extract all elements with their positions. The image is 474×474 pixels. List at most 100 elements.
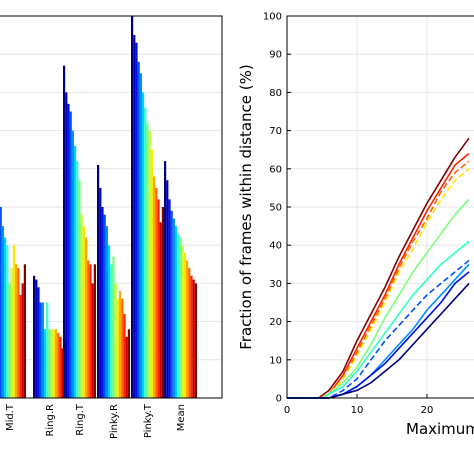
y-tick-label: 80: [269, 88, 282, 99]
bar: [76, 161, 79, 398]
bar: [67, 103, 70, 399]
x-tick-label: Ring.R: [45, 404, 56, 437]
bar: [12, 245, 15, 398]
bar: [164, 161, 167, 398]
bar: [108, 245, 111, 398]
bar: [179, 237, 182, 398]
bar: [8, 283, 11, 398]
bar: [125, 336, 128, 398]
bar: [78, 180, 81, 398]
bar: [133, 35, 136, 398]
bar: [177, 233, 180, 398]
bar: [91, 283, 94, 398]
series-line: [287, 271, 470, 399]
bar: [55, 329, 58, 398]
bar: [93, 264, 96, 398]
y-tick-label: 50: [269, 203, 282, 214]
bar: [101, 207, 104, 398]
bar: [35, 279, 38, 398]
bar-chart-frame: [0, 15, 223, 399]
bar: [142, 92, 145, 399]
bar: [114, 283, 117, 398]
x-tick-label: 10: [351, 405, 364, 416]
bar: [19, 294, 22, 398]
y-tick-label: 70: [269, 126, 282, 137]
bar: [150, 149, 153, 398]
series-line: [287, 137, 470, 399]
bar: [131, 16, 134, 398]
bar: [21, 283, 24, 398]
bar: [175, 226, 178, 398]
x-tick-label: Mid.T: [5, 403, 16, 431]
bar: [127, 329, 130, 398]
bar: [46, 302, 49, 398]
bar: [116, 298, 119, 398]
bar: [89, 264, 92, 398]
line-chart-y-tick-labels: 0 10 20 30 40 50 60 70 80 90 100: [263, 12, 291, 405]
line-chart: 0 10 20 30 40 50 60 70 80 90 100 0 10 20 Fraction of…: [237, 12, 474, 438]
bar: [99, 187, 102, 398]
bar: [23, 264, 26, 398]
series-line: [287, 152, 470, 399]
bar: [183, 252, 186, 398]
bar: [97, 164, 100, 398]
y-tick-label: 0: [276, 394, 282, 405]
bar: [166, 180, 169, 398]
bar: [37, 287, 40, 398]
y-tick-label: 60: [269, 164, 282, 175]
bar: [192, 279, 195, 398]
bar: [57, 333, 60, 398]
y-tick-label: 100: [263, 12, 282, 23]
x-tick-label: Pinky.R: [109, 404, 120, 439]
series-line: [287, 240, 470, 399]
bar: [80, 214, 83, 398]
x-tick-label: 0: [284, 405, 290, 416]
bar: [87, 260, 90, 398]
bar-chart-bars: [0, 16, 197, 399]
bar: [159, 222, 162, 398]
line-chart-series: [287, 137, 470, 399]
bar: [0, 207, 2, 398]
bar: [33, 275, 36, 398]
bar: [50, 329, 53, 398]
bar: [168, 199, 171, 398]
bar: [6, 245, 9, 398]
bar: [112, 256, 115, 398]
bar: [181, 245, 184, 398]
bar: [144, 107, 147, 399]
bar-chart-x-tick-labels: Mid.T Ring.R Ring.T Pinky.R Pinky.T Mean: [5, 403, 187, 439]
series-line: [287, 160, 470, 399]
bar: [1, 226, 4, 398]
bar: [190, 275, 193, 398]
bar: [119, 291, 122, 398]
bar: [48, 329, 51, 398]
bar: [137, 61, 140, 399]
bar: [155, 187, 158, 398]
bar-chart: Mid.T Ring.R Ring.T Pinky.R Pinky.T Mean: [0, 15, 223, 439]
bar: [110, 264, 113, 398]
line-chart-frame: [286, 15, 474, 399]
bar: [71, 130, 74, 398]
y-tick-label: 10: [269, 355, 282, 366]
y-tick-label: 40: [269, 241, 282, 252]
bar: [172, 218, 175, 398]
bar: [74, 145, 77, 398]
x-tick-label: Pinky.T: [143, 403, 154, 438]
bar: [4, 237, 7, 398]
bar: [44, 329, 47, 398]
bar: [157, 199, 160, 398]
y-tick-label: 20: [269, 317, 282, 328]
bar: [69, 111, 72, 398]
bar: [153, 176, 156, 398]
bar: [63, 65, 66, 398]
bar: [186, 260, 189, 398]
x-tick-label: Mean: [176, 404, 187, 431]
bar: [61, 348, 64, 398]
bar: [41, 302, 44, 398]
line-chart-grid: [287, 15, 474, 398]
bar: [17, 268, 20, 398]
bar: [161, 207, 164, 398]
bar: [15, 264, 18, 398]
y-tick-label: 30: [269, 279, 282, 290]
bar: [148, 130, 151, 398]
